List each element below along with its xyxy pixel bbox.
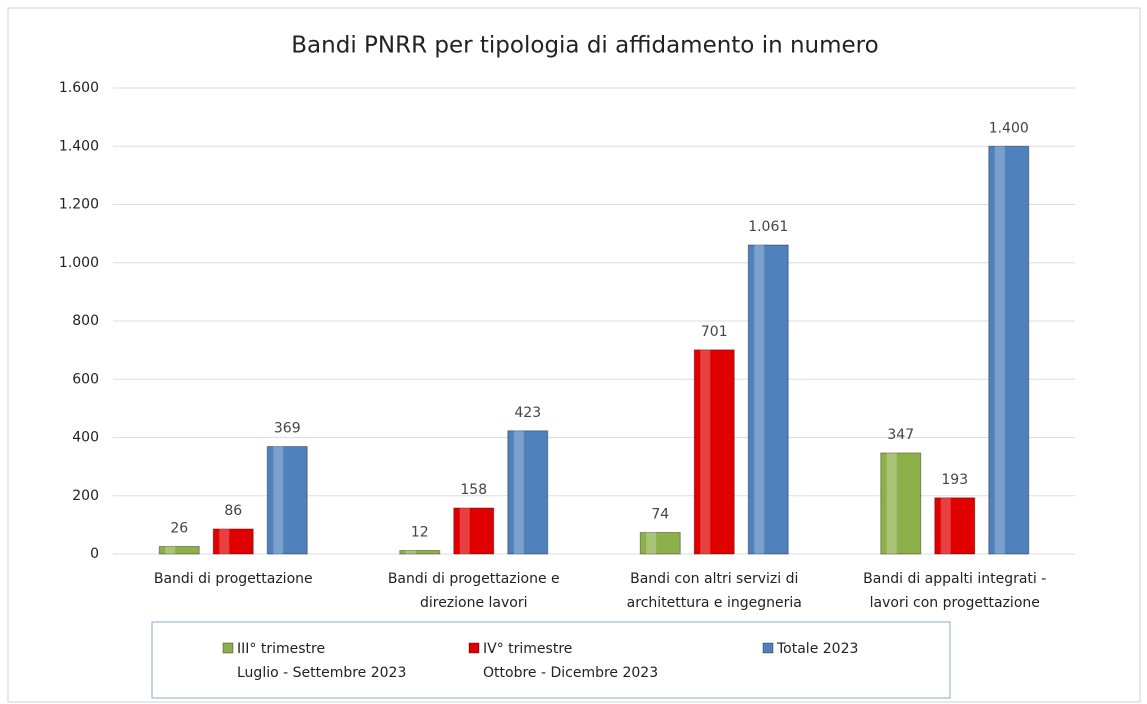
bar	[399, 550, 441, 555]
data-label: 423	[514, 405, 541, 421]
legend-box	[151, 621, 951, 699]
legend-label: IV° trimestre	[483, 641, 572, 657]
bar-highlight	[165, 546, 176, 554]
data-label: 369	[274, 421, 301, 437]
y-tick-label: 1.000	[59, 255, 99, 271]
data-label: 158	[460, 482, 487, 498]
y-tick-label: 800	[72, 313, 99, 329]
legend-period: Ottobre - Dicembre 2023	[483, 665, 658, 681]
legend-label: Totale 2023	[776, 641, 858, 657]
x-tick-label: Bandi di progettazione	[154, 571, 313, 587]
y-tick-label: 1.200	[59, 197, 99, 213]
data-label: 26	[170, 520, 188, 536]
y-tick-label: 200	[72, 488, 99, 504]
legend-period: Luglio - Settembre 2023	[237, 665, 406, 681]
legend-swatch	[762, 642, 774, 654]
x-tick-label: Bandi di progettazione e	[388, 571, 560, 587]
x-tick-label: Bandi con altri servizi di	[630, 571, 798, 587]
bar	[453, 507, 495, 555]
bar	[880, 452, 922, 555]
data-label: 74	[651, 506, 669, 522]
bar-highlight	[459, 507, 470, 554]
bar-highlight	[273, 446, 284, 554]
x-tick-label: Bandi di appalti integrati -	[863, 571, 1046, 587]
bar	[934, 497, 976, 555]
data-label: 12	[411, 525, 429, 541]
y-tick-label: 600	[72, 371, 99, 387]
x-tick-label: architettura e ingegneria	[627, 595, 802, 611]
chart-title: Bandi PNRR per tipologia di affidamento …	[291, 33, 878, 59]
bar	[212, 528, 254, 555]
bar	[639, 531, 681, 555]
bar-highlight	[886, 452, 897, 554]
data-label: 86	[224, 503, 242, 519]
bar-highlight	[700, 349, 711, 554]
data-label: 701	[701, 324, 728, 340]
bar-highlight	[754, 244, 765, 554]
bar-highlight	[513, 430, 524, 554]
bar-highlight	[646, 532, 657, 554]
bar	[266, 446, 308, 555]
y-tick-label: 0	[90, 546, 99, 562]
y-tick-label: 1.600	[59, 80, 99, 96]
data-label: 193	[941, 472, 968, 488]
bar-highlight	[940, 497, 951, 554]
legend-label: III° trimestre	[237, 641, 325, 657]
bar	[158, 545, 200, 555]
y-tick-label: 1.400	[59, 138, 99, 154]
data-label: 1.061	[748, 219, 788, 235]
bar-highlight	[994, 146, 1005, 554]
bar	[693, 349, 735, 555]
chart-frame	[7, 7, 1141, 703]
legend-swatch	[222, 642, 234, 654]
bar	[988, 145, 1030, 555]
data-label: 347	[887, 427, 914, 443]
bar-highlight	[219, 528, 230, 554]
x-tick-label: direzione lavori	[420, 595, 528, 611]
legend-swatch	[468, 642, 480, 654]
x-tick-label: lavori con progettazione	[870, 595, 1040, 611]
bar	[507, 430, 549, 555]
bar-highlight	[405, 550, 416, 554]
bar	[747, 244, 789, 555]
y-tick-label: 400	[72, 430, 99, 446]
data-label: 1.400	[989, 120, 1029, 136]
